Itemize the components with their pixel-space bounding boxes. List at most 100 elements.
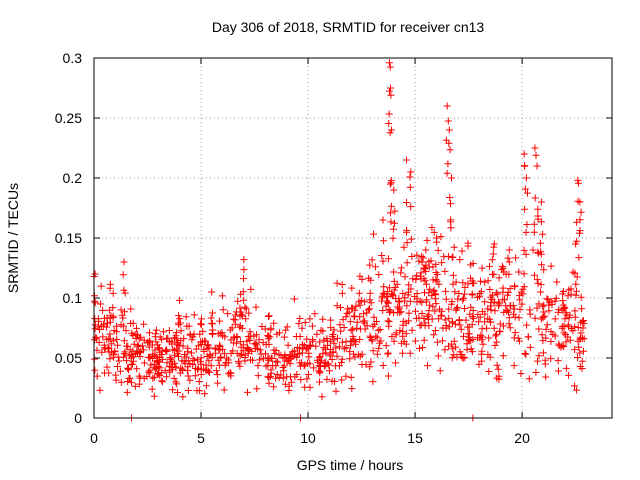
data-point	[555, 367, 562, 375]
data-point	[441, 267, 449, 275]
data-point	[258, 323, 266, 330]
data-point	[495, 300, 503, 308]
data-point	[194, 364, 202, 372]
data-point	[403, 302, 411, 310]
data-point	[376, 339, 384, 347]
data-point	[334, 334, 341, 342]
data-point	[564, 321, 572, 329]
data-point	[421, 265, 429, 273]
data-point	[346, 318, 354, 326]
data-point	[490, 240, 498, 248]
data-point	[505, 308, 512, 316]
data-point	[385, 322, 393, 330]
data-point	[315, 367, 323, 375]
data-point	[353, 324, 361, 332]
data-point	[494, 290, 502, 298]
data-point	[161, 367, 169, 375]
x-tick-label: 10	[300, 430, 316, 446]
data-point	[323, 335, 331, 342]
data-point	[407, 235, 415, 243]
data-point	[379, 216, 387, 224]
data-point	[393, 303, 401, 311]
data-point	[214, 379, 222, 387]
data-point	[385, 284, 393, 292]
data-point	[399, 349, 406, 357]
data-point	[128, 379, 135, 387]
x-tick-label: 20	[514, 430, 530, 446]
data-point	[109, 312, 117, 320]
data-point	[407, 203, 415, 211]
data-point	[97, 300, 105, 308]
data-point	[433, 234, 440, 242]
data-point	[578, 305, 586, 313]
data-point	[477, 331, 485, 339]
data-point	[537, 281, 545, 289]
data-point	[91, 315, 99, 323]
data-point	[478, 264, 486, 272]
data-point	[333, 352, 341, 360]
data-point	[434, 246, 442, 254]
data-point	[366, 332, 374, 340]
data-point	[554, 308, 562, 316]
data-point	[323, 375, 331, 383]
data-point	[562, 364, 570, 372]
data-point	[521, 350, 529, 357]
data-point	[537, 250, 545, 258]
data-point	[170, 374, 178, 382]
data-point	[293, 353, 301, 361]
data-point	[236, 323, 244, 331]
data-point	[342, 344, 350, 352]
data-point	[406, 349, 414, 357]
data-point	[249, 356, 257, 364]
data-point	[359, 317, 367, 325]
data-point	[547, 338, 555, 345]
data-point	[431, 307, 439, 315]
data-point	[379, 307, 387, 314]
data-point	[281, 380, 289, 388]
data-point	[374, 326, 382, 334]
data-point	[280, 333, 288, 341]
data-point	[207, 362, 215, 370]
data-point	[577, 319, 585, 327]
data-point	[397, 339, 405, 347]
data-point	[399, 290, 407, 297]
data-point	[445, 323, 453, 331]
data-point	[150, 392, 158, 400]
data-point	[461, 305, 469, 312]
data-point	[465, 323, 473, 331]
data-point	[133, 324, 140, 332]
data-point	[567, 290, 575, 298]
data-point	[276, 329, 283, 337]
data-point	[384, 350, 392, 358]
data-point	[240, 275, 247, 283]
data-point	[461, 283, 469, 291]
data-point	[571, 346, 579, 354]
data-point	[452, 343, 460, 351]
data-point	[517, 370, 525, 377]
data-point	[319, 327, 327, 335]
data-point	[392, 359, 400, 367]
data-point	[432, 300, 440, 308]
data-point	[486, 286, 494, 293]
data-point	[146, 369, 154, 377]
data-point	[280, 362, 288, 370]
data-point	[179, 393, 187, 401]
data-point	[501, 296, 508, 304]
data-point	[571, 323, 579, 331]
data-point	[505, 270, 513, 278]
data-point	[459, 354, 467, 362]
data-point	[565, 371, 573, 379]
data-point	[447, 340, 455, 348]
data-point	[190, 357, 198, 364]
data-point	[253, 341, 261, 349]
data-point	[99, 306, 107, 314]
data-point	[321, 345, 329, 353]
data-point	[390, 277, 398, 285]
data-point	[559, 297, 567, 305]
data-point	[144, 353, 152, 361]
data-point	[184, 387, 192, 394]
data-point	[347, 373, 355, 381]
data-point	[166, 354, 174, 362]
data-point	[317, 363, 324, 370]
